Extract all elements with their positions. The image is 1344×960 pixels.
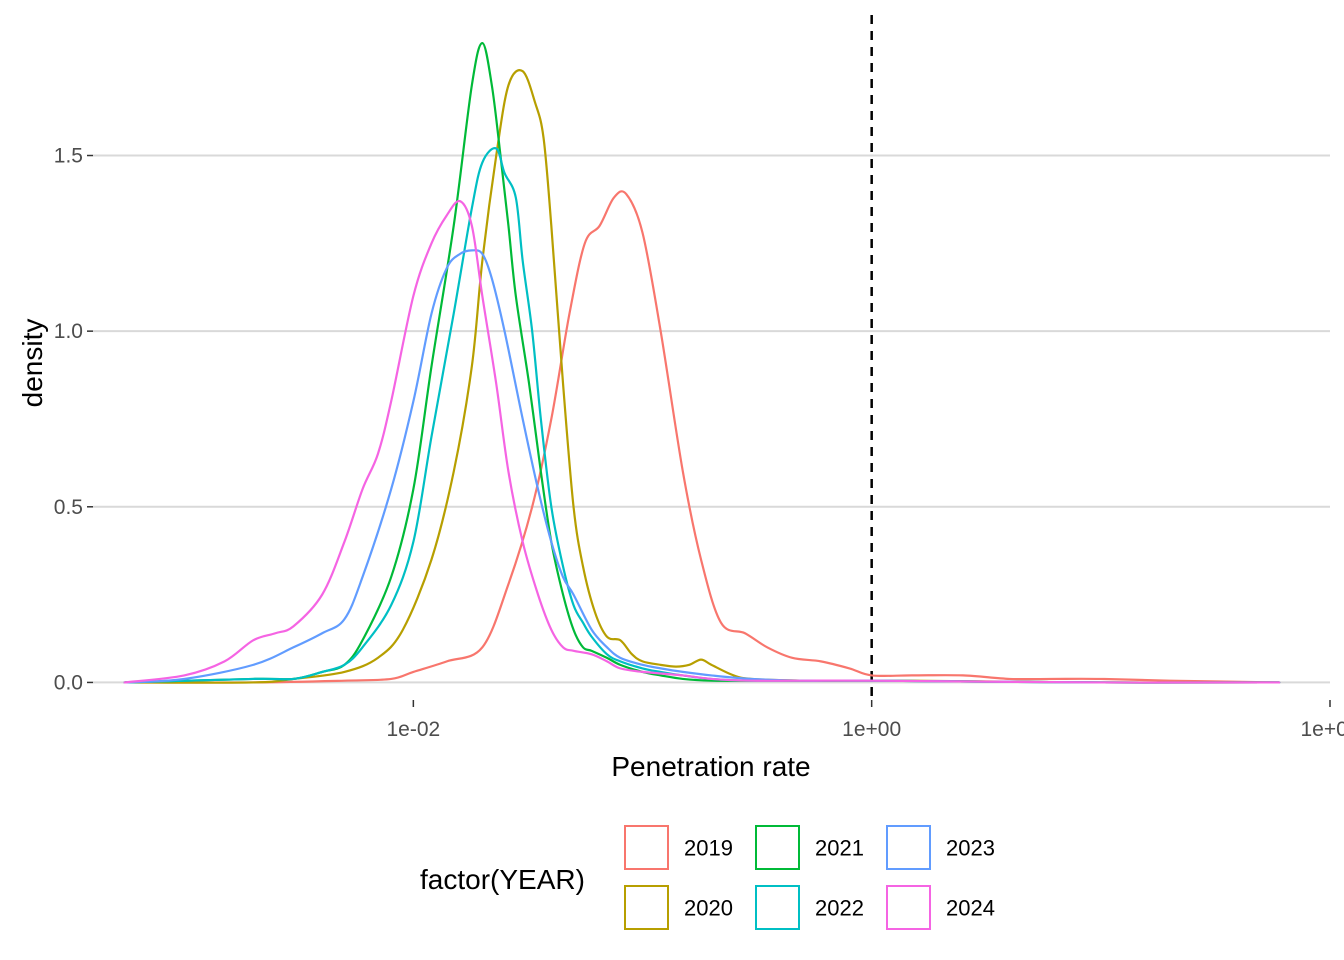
legend-items: 2019 2020 2021 2022 2023 2024 (624, 825, 995, 930)
legend-key-2020 (624, 885, 669, 930)
series-2019-curve (123, 190, 1281, 684)
x-tick-label: 1e+02 (1301, 718, 1344, 741)
legend-key-2024 (886, 885, 931, 930)
legend-label-2019: 2019 (684, 836, 733, 861)
y-tick-label: 1.0 (54, 320, 83, 343)
y-axis-title: density (17, 319, 48, 408)
y-tick-label: 0.5 (54, 496, 83, 519)
legend-key-2022 (755, 885, 800, 930)
legend-key-2021 (755, 825, 800, 870)
legend-label-2024: 2024 (946, 896, 995, 921)
legend-key-2023 (886, 825, 931, 870)
legend-label-2021: 2021 (815, 836, 864, 861)
x-tick-label: 1e-02 (386, 718, 440, 741)
series-2023-curve (123, 249, 1281, 684)
legend-title: factor(YEAR) (420, 864, 585, 895)
axis-ticks: 0.0 0.5 1.0 1.5 1e-02 1e+00 1e+02 (54, 145, 1344, 741)
series-2022-curve (123, 147, 1281, 684)
legend: factor(YEAR) 2019 2020 2021 2022 2023 2024 (420, 825, 995, 930)
legend-key-2019 (624, 825, 669, 870)
gridlines (93, 154, 1330, 684)
density-curves (123, 42, 1281, 684)
legend-label-2022: 2022 (815, 896, 864, 921)
series-2020-curve (123, 69, 1281, 684)
series-2024-curve (123, 199, 1281, 684)
legend-label-2020: 2020 (684, 896, 733, 921)
legend-label-2023: 2023 (946, 836, 995, 861)
x-axis-title: Penetration rate (611, 751, 810, 782)
series-2021-curve (123, 42, 1281, 684)
x-tick-label: 1e+00 (842, 718, 901, 741)
y-tick-label: 1.5 (54, 145, 83, 168)
y-tick-label: 0.0 (54, 671, 83, 694)
